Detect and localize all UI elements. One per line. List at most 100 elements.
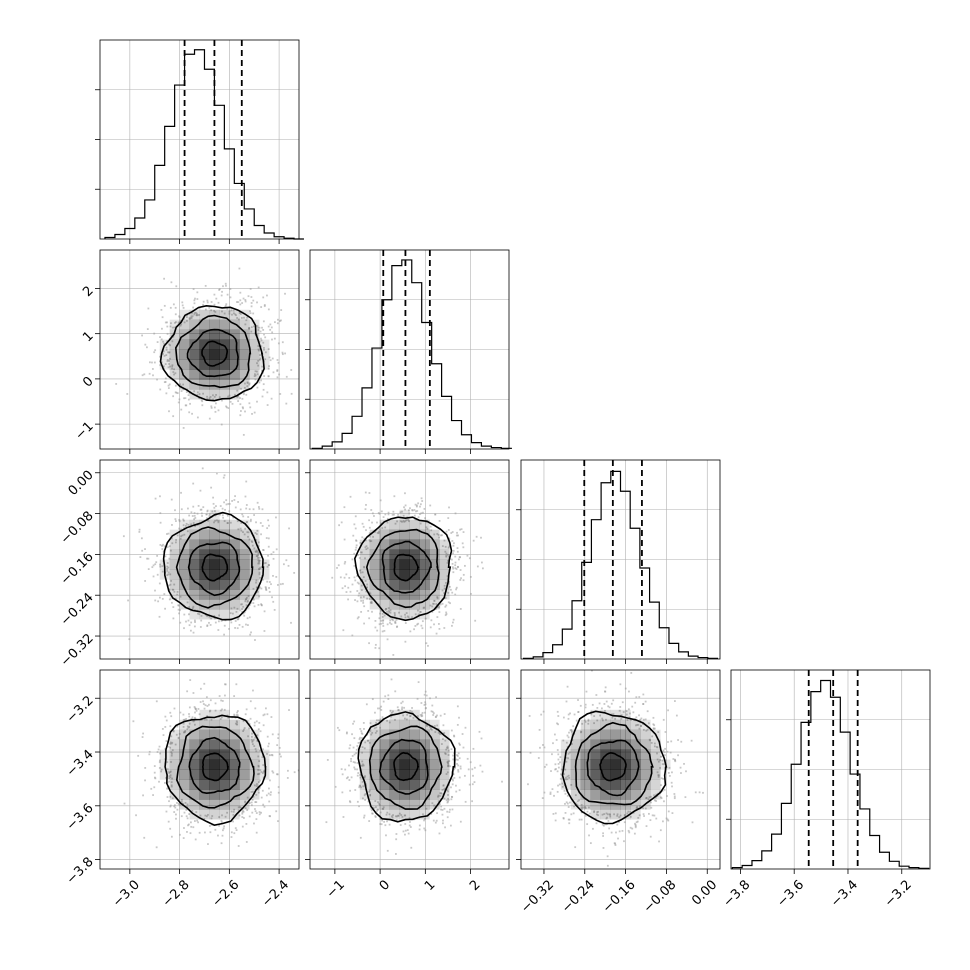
density-cell [610,759,621,770]
scatter-point [650,801,652,804]
scatter-point [243,611,246,614]
hist-grid-0 [100,40,299,239]
density-cell [169,319,180,330]
scatter-point [188,317,191,319]
scatter-point [232,813,235,816]
scatter-point [414,625,417,627]
density-cell [179,339,190,350]
scatter-point [192,692,195,694]
contour-2 [365,528,440,609]
scatter-point [285,375,288,378]
scatter-point [431,710,434,713]
scatter-point [258,571,261,574]
scatter-point [271,331,274,334]
scatter-point [443,592,446,594]
scatter-point [257,781,260,784]
scatter-point [214,828,217,831]
scatter-point [580,804,583,806]
scatter-point [370,602,373,604]
density-cell [409,729,420,740]
density-cell [229,789,240,800]
scatter-point [202,700,204,703]
scatter-point [226,522,229,524]
scatter-point [221,507,224,510]
scatter-point [152,564,155,567]
scatter-point [430,529,433,532]
scatter-point [206,299,209,302]
scatter-point [616,814,619,817]
scatter-point [385,813,388,816]
scatter-point [197,821,200,824]
scatter-point [221,708,223,711]
scatter-point [405,612,408,614]
scatter-point [606,864,609,867]
scatter-point [253,325,255,328]
scatter-point [199,508,202,511]
scatter-point [171,367,173,370]
density-cell [249,539,260,550]
scatter-point [625,710,628,713]
scatter-point [441,738,444,740]
scatter-point [163,545,166,548]
scatter-point [452,549,455,552]
scatter-point [364,793,367,795]
y-tick-label-2: −0.16 [58,549,97,588]
scatter-point [440,808,442,811]
scatter-point [433,533,436,536]
scatter-point [255,521,257,524]
scatter-point [443,788,446,791]
scatter-point [213,293,216,296]
scatter-point [237,395,239,398]
scatter-point [383,614,386,617]
scatter-point [248,383,251,386]
scatter-point [359,569,361,572]
scatter-point [613,842,616,845]
density-x-ticks-5: −0.32 −0.24 −0.16 −0.08 0.00 [518,869,720,916]
scatter-point [229,521,232,524]
scatter-point [249,717,252,720]
scatter-point [603,813,606,815]
density-cell [229,339,240,350]
scatter-point [265,587,267,589]
scatter-point [174,313,177,316]
scatter-point [161,327,163,330]
scatter-point [155,561,158,564]
scatter-point [384,513,387,516]
density-cell [219,579,230,590]
scatter-point [259,749,262,752]
scatter-point [246,385,249,388]
density-cell [429,529,440,540]
scatter-point [336,726,339,729]
scatter-point [467,768,470,771]
scatter-point [271,770,274,773]
scatter-point [234,506,237,509]
scatter-point [356,762,359,764]
scatter-point [176,534,179,537]
scatter-point [451,808,454,811]
scatter-point [232,810,235,813]
scatter-point [382,700,385,703]
scatter-point [241,397,244,400]
scatter-point [252,795,255,798]
scatter-point [267,375,270,378]
scatter-point [436,606,439,609]
scatter-point [372,535,374,538]
scatter-point [173,804,176,807]
scatter-point [193,625,196,628]
scatter-point [400,814,403,816]
scatter-point [264,562,267,564]
scatter-point [450,748,453,751]
scatter-point [662,749,665,752]
scatter-point [365,590,368,593]
scatter-point [451,778,454,781]
scatter-point [257,326,260,329]
scatter-point [167,745,170,748]
density-cell [399,559,410,570]
density-cell [379,599,390,610]
scatter-point [608,706,611,709]
scatter-point [236,389,239,392]
scatter-point [430,812,433,815]
scatter-point [170,281,173,284]
scatter-point [281,582,284,585]
scatter-point [458,776,461,779]
